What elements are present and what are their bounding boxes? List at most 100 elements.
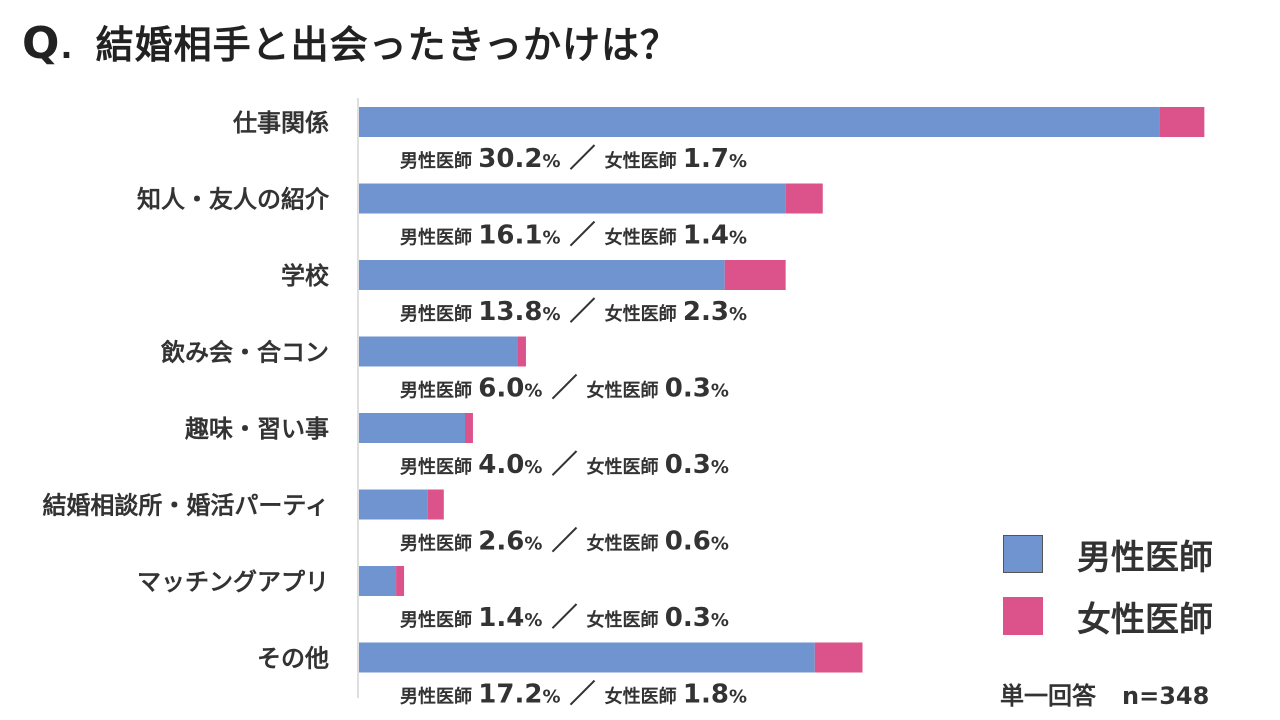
category-label: 知人・友人の紹介 xyxy=(137,186,330,214)
value-label: 男性医師 30.2% ／ 女性医師 1.7% xyxy=(400,144,747,174)
bar-female xyxy=(814,642,863,673)
bar-female xyxy=(785,183,823,214)
bar-male xyxy=(359,642,815,673)
value-label-unit: % xyxy=(524,610,542,631)
value-label-male-name: 男性医師 xyxy=(400,303,478,325)
value-label-female-value: 0.3 xyxy=(665,450,711,480)
value-label-male-value: 16.1 xyxy=(478,221,542,251)
value-label-separator: ／ xyxy=(542,603,586,633)
bar-male xyxy=(359,566,397,596)
value-label-female-value: 2.3 xyxy=(683,297,729,327)
bar-female xyxy=(427,489,444,520)
legend-label-female: 女性医師 xyxy=(1077,599,1213,640)
bar-female xyxy=(724,260,786,290)
value-label-separator: ／ xyxy=(542,374,586,404)
category-label: 学校 xyxy=(281,262,330,290)
legend-item-male: 男性医師 xyxy=(1003,535,1213,578)
value-label-female-name: 女性医師 xyxy=(605,227,683,249)
value-label-separator: ／ xyxy=(560,144,604,174)
value-label: 男性医師 13.8% ／ 女性医師 2.3% xyxy=(400,297,747,327)
value-label-unit: % xyxy=(542,304,560,325)
value-label: 男性医師 6.0% ／ 女性医師 0.3% xyxy=(400,374,729,404)
legend-label-male: 男性医師 xyxy=(1077,537,1213,578)
value-label-male-value: 1.4 xyxy=(478,603,524,633)
category-label: 趣味・習い事 xyxy=(184,415,329,443)
value-label-unit: % xyxy=(524,457,542,478)
title-text: 結婚相手と出会ったきっかけは？ xyxy=(95,23,680,67)
value-label-male-value: 2.6 xyxy=(478,527,524,557)
value-label-male-name: 男性医師 xyxy=(400,227,478,249)
value-label-male-name: 男性医師 xyxy=(400,609,478,631)
value-label-female-value: 0.3 xyxy=(665,374,711,404)
value-label-female-value: 1.4 xyxy=(683,221,729,251)
bar-female xyxy=(396,566,405,596)
category-label: 仕事関係 xyxy=(232,109,329,137)
value-label-male-name: 男性医師 xyxy=(400,456,478,478)
value-label-female-value: 0.6 xyxy=(665,527,711,557)
value-label-female-name: 女性医師 xyxy=(587,456,665,478)
value-label-male-name: 男性医師 xyxy=(400,533,478,555)
value-label-male-value: 30.2 xyxy=(478,144,542,174)
value-label-female-value: 1.8 xyxy=(683,680,729,710)
value-label-female-name: 女性医師 xyxy=(587,533,665,555)
bar-male xyxy=(359,107,1160,137)
bar-male xyxy=(359,489,428,520)
title-q-dot: . xyxy=(60,28,74,66)
bar-female xyxy=(1159,107,1205,137)
value-label-unit: % xyxy=(524,381,542,402)
value-label-male-value: 6.0 xyxy=(478,374,524,404)
legend-item-female: 女性医師 xyxy=(1003,597,1213,640)
bar-male xyxy=(359,336,518,367)
value-label-female-name: 女性医師 xyxy=(605,303,683,325)
title-q: Q xyxy=(22,18,61,69)
value-label-male-name: 男性医師 xyxy=(400,380,478,402)
bar-male xyxy=(359,183,786,214)
value-label-male-value: 17.2 xyxy=(478,680,542,710)
value-label-unit: % xyxy=(542,687,560,708)
value-label-male-value: 13.8 xyxy=(478,297,542,327)
value-label-separator: ／ xyxy=(560,221,604,251)
value-label-unit: % xyxy=(542,151,560,172)
value-label-unit: % xyxy=(711,610,729,631)
value-label-unit: % xyxy=(711,457,729,478)
value-label-separator: ／ xyxy=(560,680,604,710)
value-label-separator: ／ xyxy=(542,450,586,480)
sample-size: n=348 xyxy=(1122,682,1210,710)
value-label-unit: % xyxy=(542,228,560,249)
value-label-unit: % xyxy=(711,381,729,402)
bar-male xyxy=(359,413,465,443)
value-label-female-name: 女性医師 xyxy=(605,150,683,172)
bar-female xyxy=(465,413,473,443)
value-label-female-name: 女性医師 xyxy=(587,380,665,402)
bar-female xyxy=(518,336,526,367)
category-label: 結婚相談所・婚活パーティ xyxy=(42,492,329,520)
value-label-male-name: 男性医師 xyxy=(400,686,478,708)
value-label-unit: % xyxy=(729,687,747,708)
legend-swatch-male xyxy=(1003,535,1043,573)
chart-title: Q . 結婚相手と出会ったきっかけは？ xyxy=(22,14,679,70)
category-label: マッチングアプリ xyxy=(137,568,329,596)
value-label-female-value: 1.7 xyxy=(683,144,729,174)
value-label-separator: ／ xyxy=(560,297,604,327)
answer-type: 単一回答 xyxy=(1000,682,1096,710)
legend: 男性医師 女性医師 xyxy=(1003,535,1213,659)
category-label: その他 xyxy=(257,645,329,673)
value-label: 男性医師 2.6% ／ 女性医師 0.6% xyxy=(400,527,729,557)
legend-swatch-female xyxy=(1003,597,1043,635)
value-label: 男性医師 1.4% ／ 女性医師 0.3% xyxy=(400,603,729,633)
value-label-unit: % xyxy=(524,534,542,555)
value-label-male-name: 男性医師 xyxy=(400,150,478,172)
value-label-male-value: 4.0 xyxy=(478,450,524,480)
value-label-unit: % xyxy=(711,534,729,555)
value-label-female-name: 女性医師 xyxy=(605,686,683,708)
value-label: 男性医師 16.1% ／ 女性医師 1.4% xyxy=(400,221,747,251)
category-label: 飲み会・合コン xyxy=(160,339,329,367)
value-label: 男性医師 4.0% ／ 女性医師 0.3% xyxy=(400,450,729,480)
value-label-female-value: 0.3 xyxy=(665,603,711,633)
value-label-unit: % xyxy=(729,304,747,325)
sample-note: 単一回答 n=348 xyxy=(1000,676,1209,711)
value-label-unit: % xyxy=(729,228,747,249)
value-label-female-name: 女性医師 xyxy=(587,609,665,631)
